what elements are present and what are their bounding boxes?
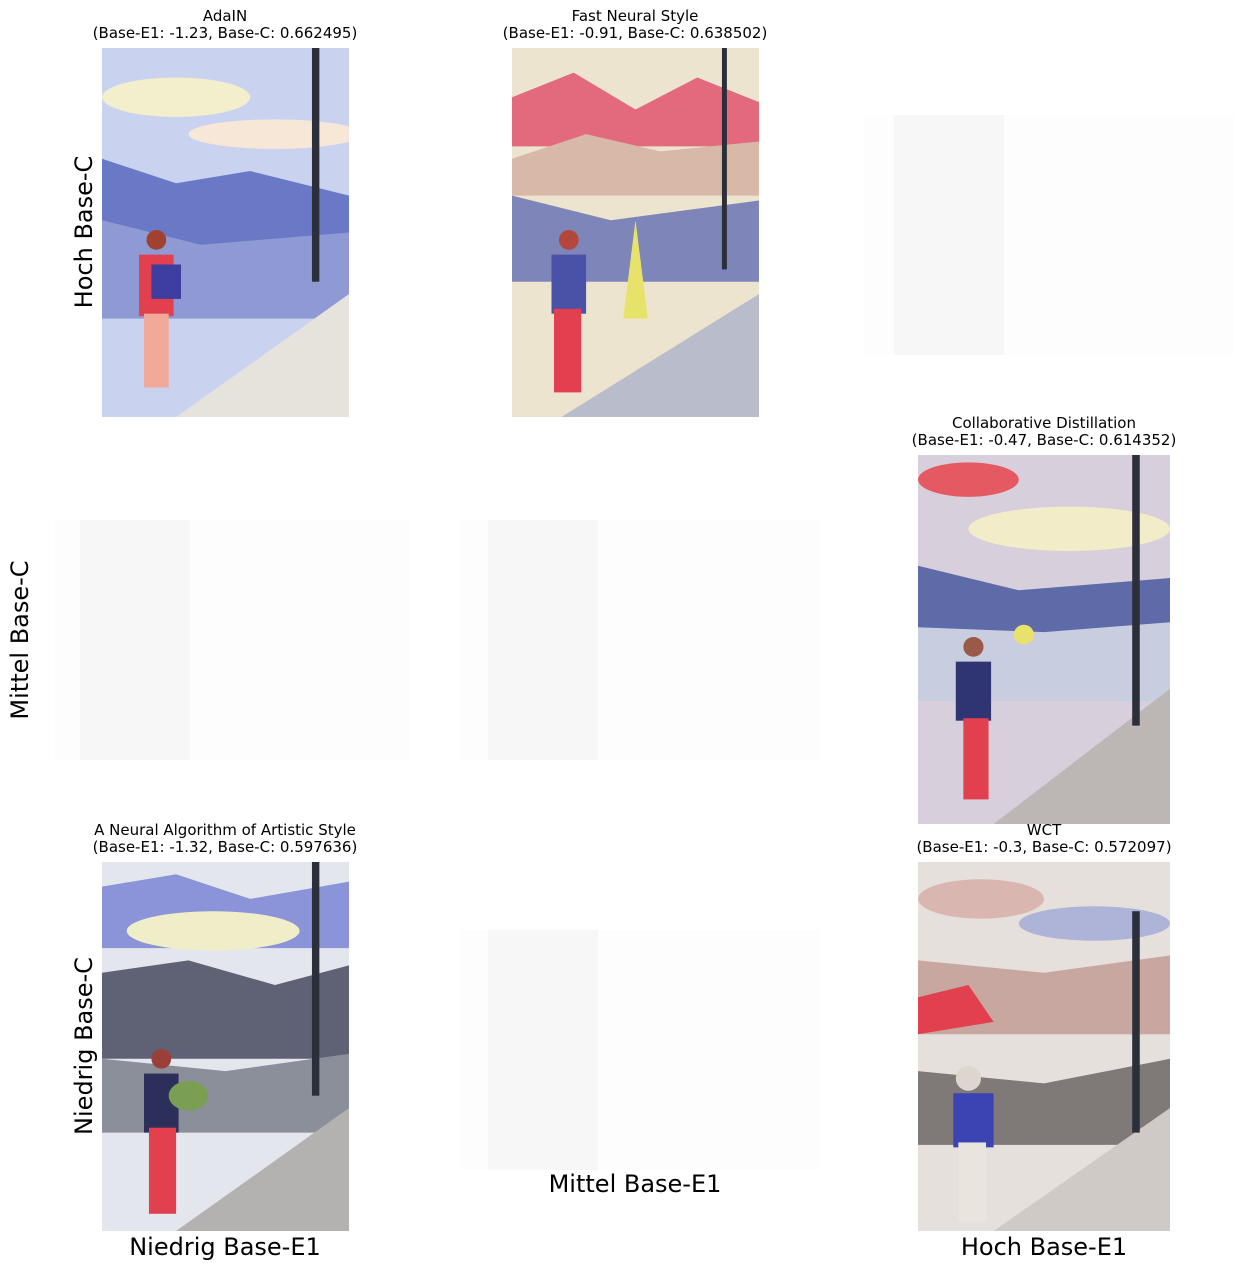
row-label-mid: Mittel Base-C	[6, 560, 34, 720]
method-scores: (Base-E1: -0.3, Base-C: 0.572097)	[916, 838, 1172, 856]
method-scores: (Base-E1: -1.32, Base-C: 0.597636)	[92, 838, 358, 856]
method-name: Fast Neural Style	[571, 7, 699, 25]
stylized-image-wct	[918, 862, 1170, 1231]
row-label-low: Niedrig Base-C	[70, 957, 98, 1135]
empty-cell-placeholder	[460, 930, 820, 1170]
stylized-image-fast-neural-style	[512, 48, 759, 417]
method-name: WCT	[1026, 821, 1062, 839]
cell-title-collaborative-distillation: Collaborative Distillation (Base-E1: -0.…	[912, 415, 1177, 449]
stylized-image-adain	[102, 48, 349, 417]
cell-title-adain: AdaIN (Base-E1: -1.23, Base-C: 0.662495)	[93, 8, 358, 42]
method-scores: (Base-E1: -1.23, Base-C: 0.662495)	[92, 24, 358, 42]
row-label-high: Hoch Base-C	[70, 155, 98, 309]
col-label-mid: Mittel Base-E1	[548, 1170, 722, 1198]
method-name: AdaIN	[202, 7, 248, 25]
cell-title-neural-algorithm: A Neural Algorithm of Artistic Style (Ba…	[93, 822, 358, 856]
empty-cell-placeholder	[460, 520, 820, 760]
col-label-low: Niedrig Base-E1	[129, 1233, 321, 1261]
empty-cell-placeholder	[864, 115, 1234, 355]
cell-title-fast-neural-style: Fast Neural Style (Base-E1: -0.91, Base-…	[503, 8, 768, 42]
cell-title-wct: WCT (Base-E1: -0.3, Base-C: 0.572097)	[916, 822, 1171, 856]
method-scores: (Base-E1: -0.91, Base-C: 0.638502)	[502, 24, 768, 42]
empty-cell-placeholder	[55, 520, 410, 760]
stylized-image-neural-algorithm	[102, 862, 349, 1231]
method-scores: (Base-E1: -0.47, Base-C: 0.614352)	[911, 431, 1177, 449]
stylized-image-collaborative-distillation	[918, 455, 1170, 824]
method-name: Collaborative Distillation	[951, 414, 1136, 432]
col-label-high: Hoch Base-E1	[960, 1233, 1128, 1261]
method-name: A Neural Algorithm of Artistic Style	[94, 821, 356, 839]
